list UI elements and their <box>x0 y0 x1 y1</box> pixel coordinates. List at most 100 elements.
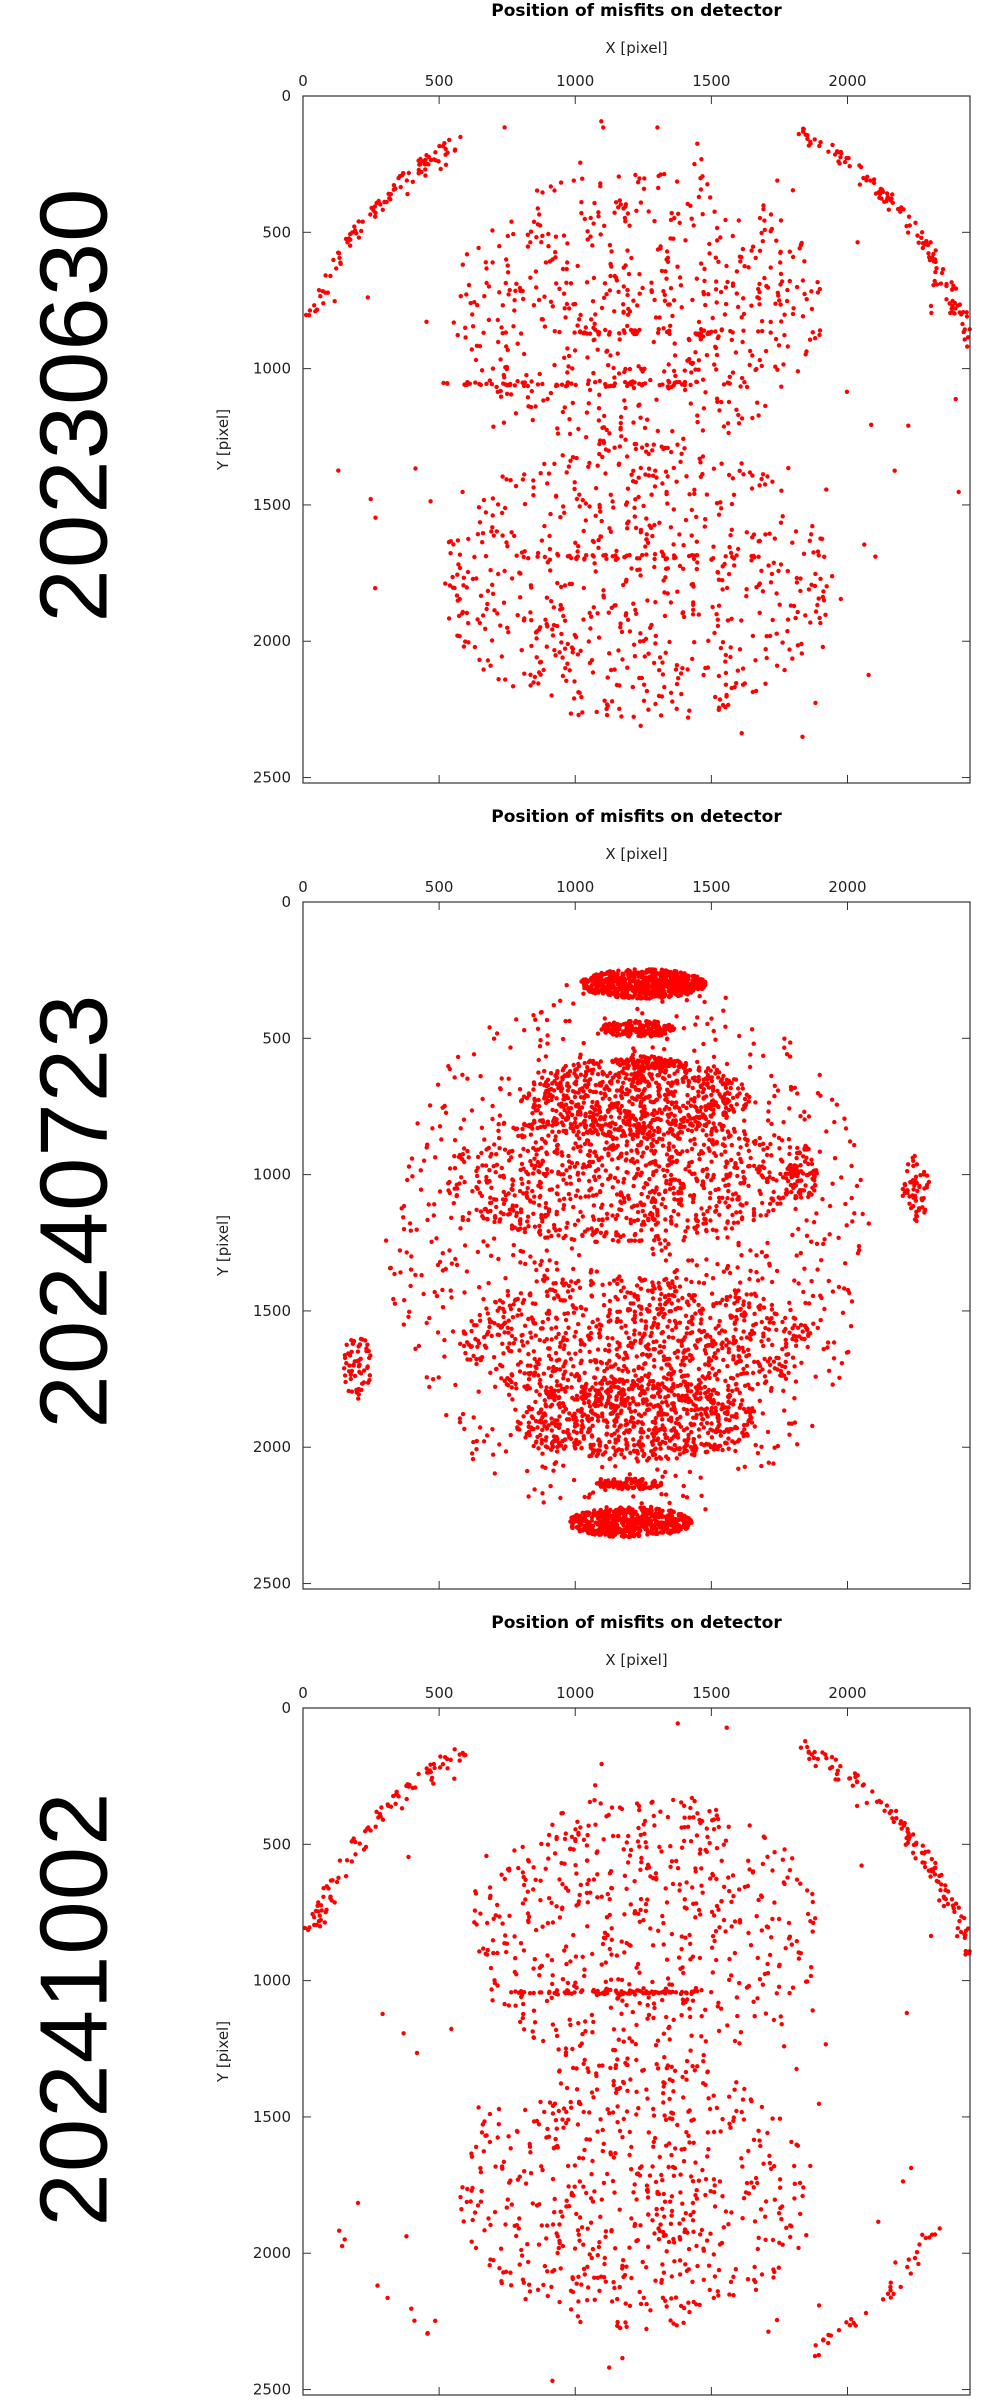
data-point <box>443 162 449 167</box>
data-point <box>665 255 671 260</box>
data-point <box>721 382 727 387</box>
data-point <box>489 382 495 387</box>
data-point <box>703 1069 709 1074</box>
data-point <box>692 161 697 167</box>
data-point <box>602 1117 607 1122</box>
data-point <box>604 292 609 297</box>
data-point <box>572 348 578 353</box>
data-point <box>700 1090 705 1095</box>
data-point <box>569 645 575 650</box>
data-point <box>306 313 312 318</box>
data-point <box>575 1188 580 1193</box>
data-point <box>552 461 557 466</box>
data-point <box>522 671 527 676</box>
data-point <box>717 1092 722 1097</box>
data-point <box>528 672 533 677</box>
data-point <box>560 606 565 611</box>
data-point <box>452 147 458 152</box>
data-point <box>526 1180 531 1185</box>
data-point <box>452 1186 457 1191</box>
data-point <box>689 216 694 221</box>
data-point <box>618 1110 623 1116</box>
data-point <box>598 1230 604 1235</box>
data-point <box>823 612 828 617</box>
data-point <box>654 1097 659 1103</box>
data-point <box>623 437 628 442</box>
data-point <box>736 1151 741 1156</box>
data-point <box>574 1393 580 1398</box>
data-point <box>637 556 642 561</box>
data-point <box>567 1174 573 1180</box>
data-point <box>611 365 616 371</box>
data-point <box>741 328 746 333</box>
data-point <box>611 1146 616 1151</box>
data-point <box>756 329 761 334</box>
data-point <box>539 240 544 245</box>
data-point <box>703 665 708 671</box>
data-point <box>750 415 755 421</box>
data-point <box>663 1204 668 1210</box>
data-point <box>600 1079 605 1085</box>
data-point <box>571 1062 576 1068</box>
data-point <box>578 1515 583 1520</box>
data-point <box>616 371 622 376</box>
data-point <box>459 1175 464 1180</box>
data-point <box>645 1288 651 1293</box>
data-point <box>764 283 769 289</box>
data-point <box>428 157 434 163</box>
data-point <box>738 1209 743 1215</box>
data-point <box>461 583 466 588</box>
data-point <box>621 1070 626 1076</box>
data-point <box>489 1200 494 1205</box>
data-point <box>525 244 531 249</box>
data-point <box>597 1174 602 1179</box>
data-point <box>514 281 519 286</box>
data-point <box>528 229 534 234</box>
data-point <box>554 1212 559 1217</box>
data-point <box>884 198 889 204</box>
data-point <box>654 971 659 976</box>
data-point <box>664 1152 670 1157</box>
data-point <box>680 611 685 616</box>
data-point <box>555 580 560 586</box>
data-point <box>821 598 827 603</box>
data-point <box>617 444 623 449</box>
data-point <box>721 424 727 429</box>
data-point <box>738 1145 743 1150</box>
data-point <box>466 282 472 288</box>
data-point <box>691 973 696 979</box>
data-point <box>632 1020 637 1025</box>
data-point <box>720 640 726 645</box>
data-point <box>559 584 564 590</box>
data-point <box>633 607 638 613</box>
data-point <box>559 1088 564 1094</box>
data-point <box>614 1033 619 1038</box>
data-point <box>652 564 657 570</box>
data-point <box>544 1150 549 1155</box>
data-point <box>553 653 558 658</box>
data-point <box>534 285 539 290</box>
data-point <box>640 1025 645 1030</box>
data-point <box>668 525 674 530</box>
data-point <box>496 1128 501 1133</box>
data-point <box>674 971 680 977</box>
data-point <box>482 1335 487 1340</box>
data-point <box>762 218 767 223</box>
data-point <box>740 1169 746 1174</box>
data-point <box>811 550 816 555</box>
data-point <box>740 339 745 345</box>
data-point <box>657 1297 662 1302</box>
data-point <box>624 577 629 582</box>
data-point <box>671 298 677 303</box>
data-point <box>608 1070 613 1076</box>
data-point <box>576 1061 581 1067</box>
data-point <box>721 1073 726 1079</box>
data-point <box>443 581 448 586</box>
data-point <box>451 320 456 325</box>
data-point <box>729 527 734 532</box>
data-point <box>539 1136 545 1142</box>
data-point <box>608 1133 613 1139</box>
data-point <box>348 231 353 237</box>
data-point <box>650 533 655 539</box>
data-point <box>559 640 564 645</box>
